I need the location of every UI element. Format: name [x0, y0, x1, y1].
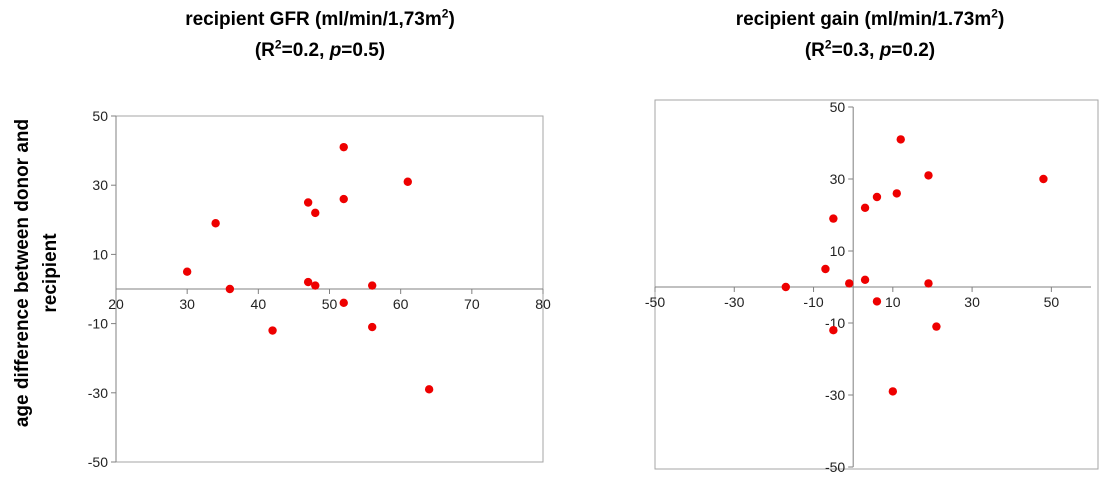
chart2-x-tick-label: 50	[1044, 294, 1060, 310]
chart1-data-point	[339, 142, 348, 152]
chart1-x-tick-label: 20	[108, 296, 124, 312]
chart1-y-tick-label: 30	[92, 177, 108, 193]
chart2-x-tick-label: -50	[645, 294, 665, 310]
chart1-y-tick-label: -50	[88, 454, 108, 470]
chart2-plot-frame	[654, 99, 1099, 470]
chart1-x-tick-label: 50	[322, 296, 338, 312]
chart2-data-point	[781, 282, 790, 292]
chart2-data-point	[860, 275, 870, 284]
chart1-data-point	[268, 326, 277, 335]
chart2-title: recipient gain (ml/min/1.73m2) (R2=0.3, …	[640, 4, 1100, 66]
chart1-data-point	[311, 208, 320, 218]
chart2-data-point	[896, 135, 905, 144]
chart2-data-point	[932, 322, 941, 331]
chart1-y-tick-label: -10	[88, 316, 108, 332]
chart2-data-point	[924, 171, 933, 180]
chart2-data-point	[872, 192, 882, 202]
chart2-data-point	[821, 264, 830, 274]
chart1-title-line1: recipient GFR (ml/min/1,73m2)	[185, 6, 455, 30]
chart2-x-tick-label: -30	[724, 294, 744, 310]
chart1-data-point	[211, 219, 220, 228]
chart2-data-point	[829, 326, 838, 335]
chart2-y-tick-label: 10	[830, 243, 846, 259]
chart2-y-tick-label: -50	[825, 459, 845, 475]
chart1-data-point	[225, 284, 235, 294]
chart2-data-point	[860, 203, 870, 212]
chart1-data-point	[339, 298, 348, 308]
chart2-data-point	[872, 297, 882, 306]
chart2-data-point	[829, 214, 838, 223]
chart2-data-point	[888, 387, 898, 396]
chart2-y-tick-label: -30	[825, 387, 845, 403]
chart1-data-point	[368, 322, 377, 332]
chart1-title-line2: (R2=0.2, p=0.5)	[254, 37, 386, 61]
chart2-title-line2: (R2=0.3, p=0.2)	[804, 37, 936, 61]
chart2-data-point	[845, 279, 854, 288]
chart1-x-tick-label: 30	[179, 296, 195, 312]
chart2-title-line1: recipient gain (ml/min/1.73m2)	[735, 6, 1005, 30]
chart2-data-point	[1039, 174, 1048, 184]
chart2-y-tick-label: 30	[830, 171, 846, 187]
chart1-data-point	[182, 267, 192, 276]
chart1-y-tick-label: -30	[88, 385, 108, 401]
chart2-x-tick-label: 10	[885, 294, 901, 310]
chart1-title: recipient GFR (ml/min/1,73m2) (R2=0.2, p…	[100, 4, 540, 66]
chart1-data-point	[368, 281, 377, 290]
chart1-data-point	[403, 177, 412, 186]
chart1-y-tick-label: 10	[92, 246, 108, 262]
chart1-data-point	[311, 281, 320, 290]
chart1-x-tick-label: 60	[393, 296, 409, 312]
chart2-y-tick-label: -10	[825, 315, 845, 331]
chart2-x-tick-label: 30	[964, 294, 980, 310]
chart1-data-point	[303, 198, 313, 207]
chart1-data-point	[424, 385, 434, 394]
chart1-y-tick-label: 50	[92, 108, 108, 124]
chart1-x-tick-label: 40	[251, 296, 267, 312]
chart2-data-point	[924, 279, 933, 288]
chart2-x-tick-label: -10	[803, 294, 823, 310]
chart1-x-tick-label: 70	[464, 296, 480, 312]
chart2-y-tick-label: 50	[830, 99, 846, 115]
chart1-x-tick-label: 80	[535, 296, 551, 312]
chart1-data-point	[339, 194, 348, 204]
chart2-data-point	[892, 189, 901, 198]
chart1-data-point	[303, 277, 313, 287]
